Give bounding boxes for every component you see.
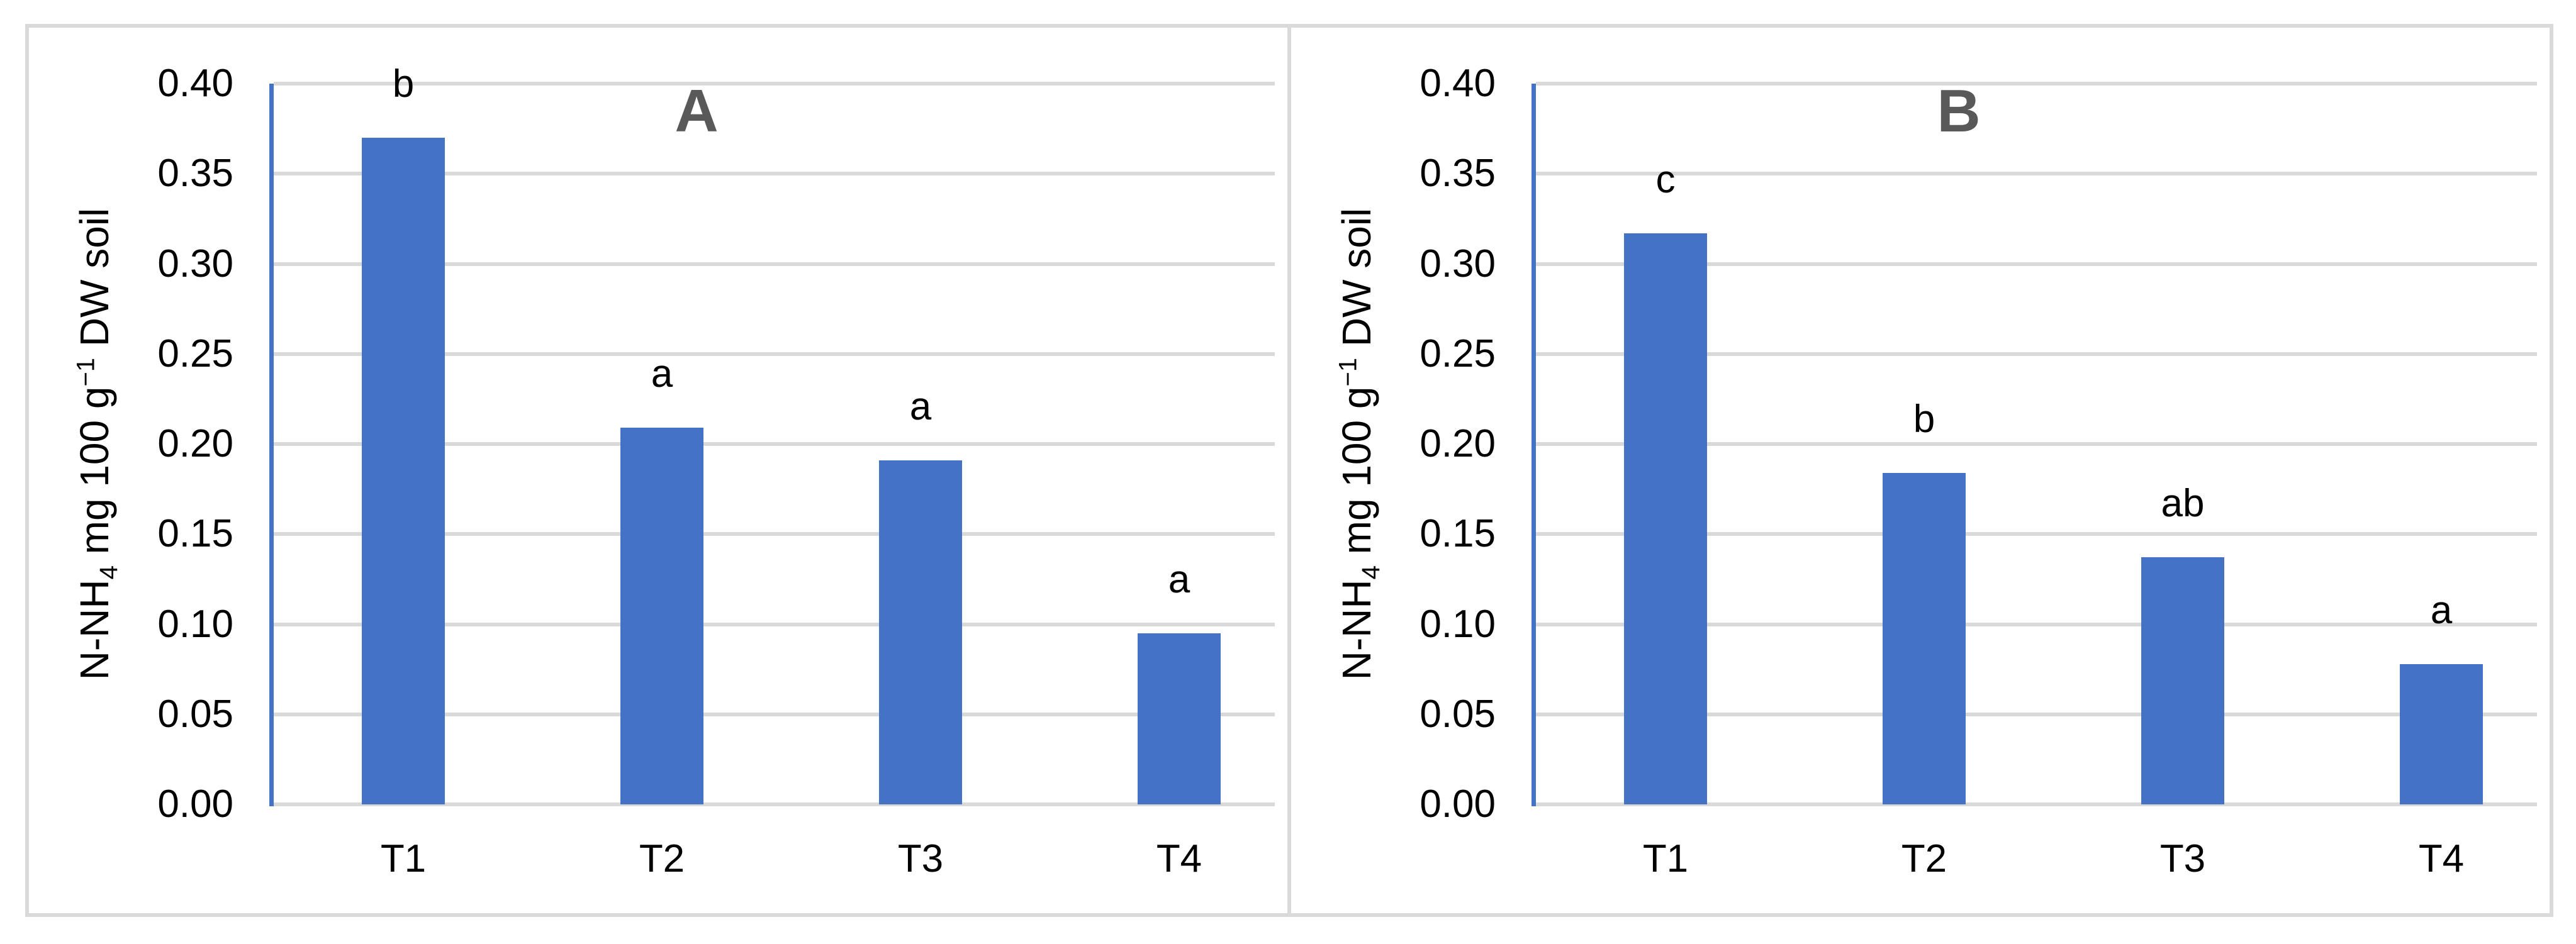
y-axis-tick-label: 0.40 [1420,62,1496,105]
y-axis-tick-label: 0.15 [1420,512,1496,556]
y-gridline [274,82,1275,86]
y-gridline [1536,532,2537,536]
bar-t2 [620,428,703,804]
x-category-label: T4 [2418,837,2465,880]
significance-letter: a [909,384,932,428]
y-axis-tick-label: 0.30 [157,242,233,286]
bar-t3 [879,460,962,804]
y-axis-tick-label: 0.15 [157,512,233,556]
bar-t3 [2141,557,2224,804]
y-axis-line [1532,84,1536,806]
significance-letter: a [1168,557,1190,601]
y-axis-tick-label: 0.25 [157,331,233,375]
y-axis-tick-label: 0.35 [157,152,233,196]
x-category-label: T3 [2159,837,2206,880]
x-category-label: T1 [1642,837,1689,880]
y-gridline [1536,802,2537,806]
significance-letter: ab [2161,482,2205,526]
y-axis-tick-label: 0.25 [1420,331,1496,375]
y-axis-tick-label: 0.20 [157,422,233,465]
y-axis-tick-label: 0.40 [157,62,233,105]
y-gridline [1536,352,2537,356]
y-gridline [274,352,1275,356]
y-axis-tick-label: 0.10 [157,602,233,646]
x-category-label: T4 [1156,837,1202,880]
y-gridline [274,712,1275,716]
y-gridline [1536,82,2537,86]
bar-t1 [362,137,445,804]
panel-label: B [1937,77,1981,145]
y-axis-tick-label: 0.05 [157,692,233,736]
significance-letter: b [1913,397,1935,441]
y-axis-title: N-NH4 mg 100 g−1 DW soil [72,208,123,680]
y-axis-tick-label: 0.05 [1420,692,1496,736]
y-axis-title: N-NH4 mg 100 g−1 DW soil [1334,208,1385,680]
significance-letter: a [651,352,673,396]
chart-panel-a: 0.00 0.05 0.10 0.15 0.20 0.25 0.30 0.35 0.40 b T1 a… [25,24,1291,917]
bar-t1 [1624,233,1707,804]
y-gridline [1536,262,2537,266]
y-gridline [274,172,1275,176]
x-category-label: T1 [380,837,427,880]
y-gridline [1536,712,2537,716]
y-axis-tick-label: 0.35 [1420,152,1496,196]
panel-label: A [675,77,719,145]
y-axis-line [269,84,274,806]
bar-t4 [1138,633,1221,804]
y-gridline [274,532,1275,536]
y-axis-tick-label: 0.00 [157,782,233,826]
y-axis-tick-label: 0.10 [1420,602,1496,646]
y-axis-tick-label: 0.20 [1420,422,1496,465]
y-gridline [1536,442,2537,446]
y-gridline [274,262,1275,266]
chart-panel-b: 0.00 0.05 0.10 0.15 0.20 0.25 0.30 0.35 0.40 c T1 b… [1287,24,2553,917]
y-axis-tick-label: 0.30 [1420,242,1496,286]
y-gridline [274,802,1275,806]
y-gridline [1536,622,2537,626]
x-category-label: T2 [639,837,685,880]
bar-t4 [2400,664,2483,804]
significance-letter: b [392,62,415,106]
y-gridline [274,622,1275,626]
significance-letter: c [1655,157,1676,201]
y-gridline [274,442,1275,446]
x-category-label: T2 [1901,837,1947,880]
y-axis-tick-label: 0.00 [1420,782,1496,826]
significance-letter: a [2430,588,2453,632]
y-gridline [1536,172,2537,176]
x-category-label: T3 [897,837,944,880]
bar-t2 [1883,472,1966,804]
